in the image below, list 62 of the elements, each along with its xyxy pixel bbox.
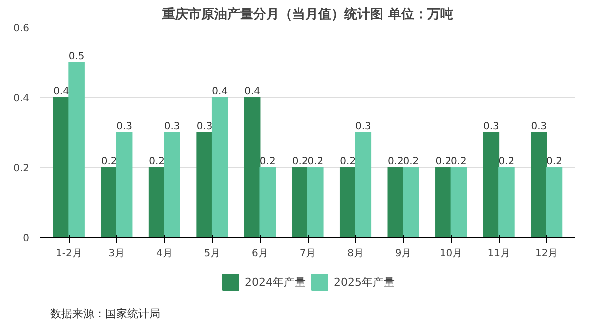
- data-label: 0.2: [498, 156, 515, 168]
- source-note: 数据来源：国家统计局: [50, 308, 160, 320]
- data-label: 0.2: [450, 156, 467, 168]
- x-tick-label: 1-2月: [56, 248, 82, 260]
- bar: [196, 132, 213, 238]
- data-label: 0.2: [388, 156, 404, 168]
- x-tick-label: 3月: [108, 248, 126, 260]
- bar: [212, 97, 228, 238]
- bar: [148, 167, 166, 238]
- bar: [101, 167, 118, 238]
- x-tick-label: 7月: [300, 248, 316, 260]
- bar: [436, 167, 452, 238]
- data-label: 0.3: [483, 122, 500, 132]
- y-tick-label: 0.2: [14, 164, 30, 174]
- data-label: 0.2: [292, 156, 308, 168]
- data-label: 0.3: [164, 122, 180, 132]
- bar: [164, 132, 180, 238]
- x-tick-label: 12月: [535, 248, 558, 260]
- bar: [355, 132, 372, 238]
- bar: [68, 62, 85, 238]
- bar: [260, 167, 276, 238]
- y-tick-label: 0.4: [14, 94, 30, 104]
- bar: [116, 132, 133, 238]
- bar: [292, 167, 308, 238]
- bar: [450, 167, 468, 238]
- bar: [531, 132, 548, 238]
- data-label: 0.2: [403, 156, 420, 168]
- x-tick-label: 10月: [440, 248, 463, 260]
- x-tick-label: 11月: [488, 248, 510, 260]
- bar: [53, 97, 70, 238]
- data-label: 0.2: [308, 156, 324, 168]
- bar: [483, 132, 500, 238]
- data-label: 0.4: [54, 86, 70, 98]
- bar: [546, 167, 563, 238]
- legend-label: 2024年产量: [245, 274, 306, 290]
- x-tick-label: 6月: [252, 248, 268, 260]
- x-tick-label: 4月: [156, 248, 173, 260]
- data-label: 0.2: [436, 156, 452, 168]
- data-label: 0.5: [68, 52, 85, 62]
- bar: [340, 167, 356, 238]
- data-label: 0.2: [149, 156, 166, 168]
- bar: [244, 97, 261, 238]
- data-label: 0.4: [244, 86, 261, 98]
- data-label: 0.3: [531, 122, 548, 132]
- data-label: 0.2: [340, 156, 356, 168]
- y-tick-label: 0.6: [14, 24, 30, 34]
- x-tick-label: 9月: [395, 248, 412, 260]
- bar: [388, 167, 404, 238]
- data-label: 0.4: [212, 86, 228, 98]
- chart-title: 重庆市原油产量分月（当月值）统计图 单位：万吨: [162, 6, 454, 22]
- x-tick-label: 5月: [204, 248, 221, 260]
- legend-label: 2025年产量: [334, 274, 395, 290]
- data-label: 0.3: [116, 122, 133, 132]
- data-label: 0.3: [196, 122, 213, 132]
- y-tick-label: 0: [23, 234, 30, 244]
- bar: [308, 167, 324, 238]
- data-label: 0.2: [101, 156, 118, 168]
- x-tick-label: 8月: [348, 248, 364, 260]
- data-label: 0.2: [260, 156, 276, 168]
- bar: [403, 167, 420, 238]
- bar: [498, 167, 515, 238]
- data-label: 0.3: [355, 122, 372, 132]
